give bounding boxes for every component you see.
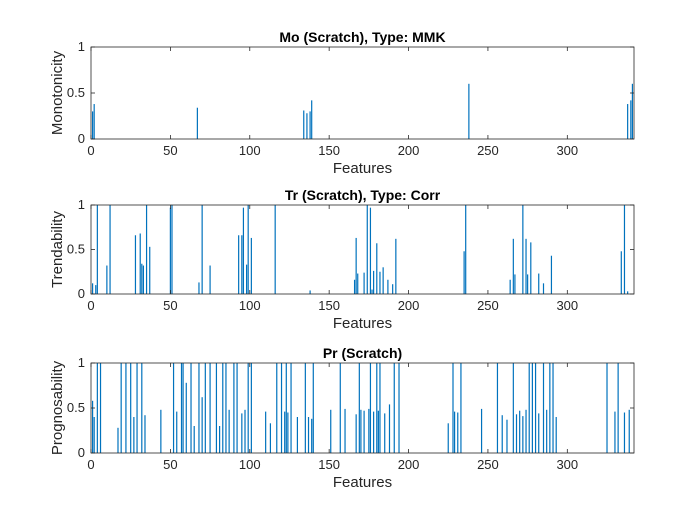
subplot-3: 0 50 100 150 200 250 300 0 0.5 1 Pr (Scratch) Featu…: [49, 345, 635, 491]
x-axis-label: Features: [333, 474, 392, 491]
y-tick-label: 0.5: [67, 400, 85, 415]
x-tick-label: 250: [477, 298, 499, 313]
x-tick-label: 200: [398, 143, 420, 158]
subplot-1: 0 50 100 150 200 250 300 0 0.5 1 Mo (Scratch), Typ…: [49, 29, 635, 177]
x-tick-label: 200: [398, 298, 420, 313]
y-axis-label: Trendability: [49, 211, 66, 288]
x-tick-label: 300: [556, 143, 578, 158]
x-tick-label: 200: [398, 457, 420, 472]
x-tick-label: 150: [318, 298, 340, 313]
x-axis-label: Features: [333, 160, 392, 177]
x-tick-label: 50: [163, 143, 177, 158]
y-tick-label: 0: [78, 131, 85, 146]
x-tick-label: 300: [556, 298, 578, 313]
subplot-2: 0 50 100 150 200 250 300 0 0.5 1 Tr (Scratch), Typ…: [49, 187, 635, 332]
x-tick-label: 250: [477, 143, 499, 158]
y-tick-label: 1: [78, 355, 85, 370]
x-tick-label: 100: [239, 143, 261, 158]
y-tick-label: 1: [78, 39, 85, 54]
x-tick-label: 0: [87, 457, 94, 472]
y-tick-label: 0: [78, 445, 85, 460]
x-tick-label: 50: [163, 457, 177, 472]
chart-title: Mo (Scratch), Type: MMK: [279, 29, 445, 45]
x-tick-label: 50: [163, 298, 177, 313]
y-tick-label: 0: [78, 286, 85, 301]
y-axis-label: Prognosability: [49, 360, 66, 455]
x-axis-label: Features: [333, 315, 392, 332]
x-tick-label: 150: [318, 457, 340, 472]
y-tick-label: 1: [78, 197, 85, 212]
x-tick-label: 100: [239, 457, 261, 472]
x-tick-label: 100: [239, 298, 261, 313]
chart-title: Pr (Scratch): [323, 345, 402, 361]
x-tick-label: 0: [87, 143, 94, 158]
chart-title: Tr (Scratch), Type: Corr: [285, 187, 441, 203]
x-tick-label: 300: [556, 457, 578, 472]
x-tick-label: 0: [87, 298, 94, 313]
y-axis-label: Monotonicity: [49, 50, 66, 135]
plot-area-frame: [90, 46, 635, 140]
y-tick-label: 0.5: [67, 85, 85, 100]
y-tick-label: 0.5: [67, 242, 85, 257]
x-tick-label: 250: [477, 457, 499, 472]
x-tick-label: 150: [318, 143, 340, 158]
